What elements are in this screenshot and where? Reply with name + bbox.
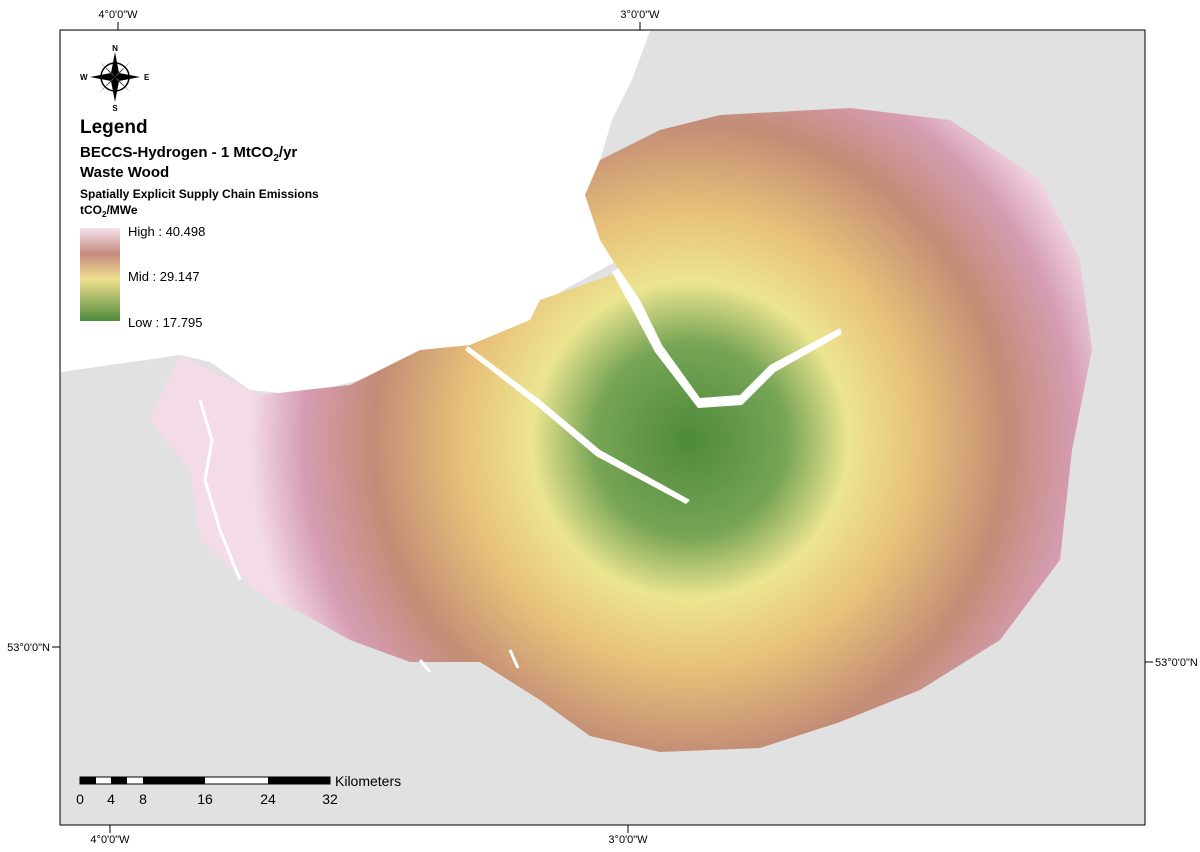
text: BECCS-Hydrogen - 1 MtCO — [80, 144, 274, 161]
legend-class: High : 40.498 — [128, 224, 205, 239]
text: tCO — [80, 203, 102, 217]
text: /yr — [279, 144, 298, 161]
compass-label: S — [112, 104, 118, 113]
compass-label: N — [112, 44, 118, 53]
scale-label: 32 — [322, 791, 338, 807]
graticule-label: 3°0'0"W — [608, 834, 648, 846]
scale-label: 16 — [197, 791, 213, 807]
legend-class: Low : 17.795 — [128, 315, 202, 330]
scale-bar — [79, 776, 331, 785]
legend-class: Mid : 29.147 — [128, 269, 200, 284]
subscript: 2 — [102, 210, 107, 219]
legend-unit: tCO2/MWe — [80, 203, 138, 219]
subscript: 2 — [273, 153, 279, 164]
compass-label: W — [80, 73, 88, 82]
graticule-label: 4°0'0"W — [90, 834, 130, 846]
sea — [61, 31, 650, 395]
legend-title: Legend — [80, 117, 148, 138]
scale-label: 4 — [107, 791, 115, 807]
legend-feedstock: Waste Wood — [80, 164, 169, 181]
graticule-label: 4°0'0"W — [98, 9, 138, 21]
legend-ramp — [80, 228, 120, 321]
text: /MWe — [106, 203, 137, 217]
scale-label: 8 — [139, 791, 147, 807]
legend-field: Spatially Explicit Supply Chain Emission… — [80, 187, 319, 201]
emissions-surface — [150, 108, 1092, 752]
graticule-label: 53°0'0"N — [1155, 657, 1198, 669]
legend-layer: BECCS-Hydrogen - 1 MtCO2/yr — [80, 144, 297, 164]
scale-label: 0 — [76, 791, 84, 807]
scale-label: 24 — [260, 791, 276, 807]
estuary — [612, 268, 842, 408]
rivers — [198, 399, 520, 673]
estuary — [465, 346, 690, 504]
graticule-label: 3°0'0"W — [620, 9, 660, 21]
scale-unit: Kilometers — [335, 773, 401, 789]
compass-label: E — [144, 73, 150, 82]
graticule-label: 53°0'0"N — [7, 642, 50, 654]
compass: N S E W — [80, 44, 150, 113]
